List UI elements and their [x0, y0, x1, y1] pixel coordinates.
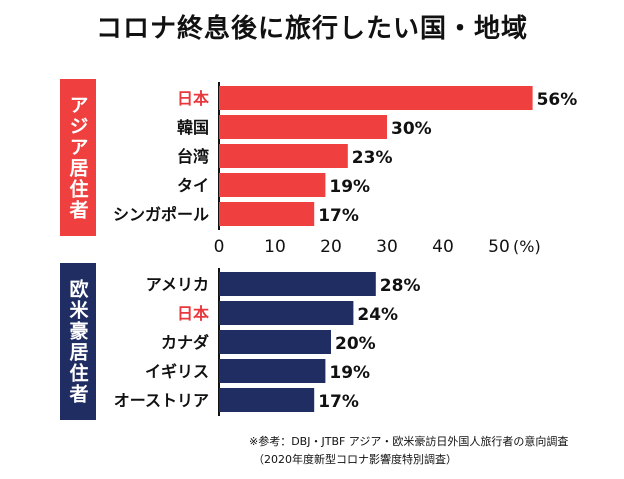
page-title: コロナ終息後に旅行したい国・地域 [95, 14, 528, 44]
source-note-detail: （2020年度新型コロナ影響度特別調査） [253, 453, 457, 466]
bar-asia-0 [219, 86, 533, 110]
value-label-asia-4: 17% [318, 206, 359, 226]
bar-asia-3 [219, 173, 326, 197]
value-label-west-1: 24% [357, 305, 398, 325]
category-label-west-3: イギリス [145, 362, 209, 381]
bar-asia-4 [219, 202, 315, 226]
value-label-west-4: 17% [318, 392, 359, 412]
category-label-asia-3: タイ [177, 176, 209, 195]
value-label-asia-3: 19% [329, 177, 370, 197]
value-label-west-0: 28% [380, 276, 421, 296]
x-tick-label-4: 40 [432, 237, 454, 257]
category-label-asia-4: シンガポール [113, 205, 209, 224]
bar-west-2 [219, 330, 331, 354]
x-tick-label-0: 0 [214, 237, 225, 257]
category-label-asia-1: 韓国 [177, 118, 209, 137]
category-label-west-2: カナダ [161, 333, 209, 352]
bar-west-3 [219, 359, 326, 383]
x-unit-label: (%) [513, 237, 541, 256]
value-label-west-2: 20% [335, 334, 376, 354]
value-label-asia-2: 23% [352, 148, 393, 168]
bar-asia-2 [219, 144, 348, 168]
value-label-asia-1: 30% [391, 119, 432, 139]
group-label-asia: アジア居住者 [60, 79, 96, 236]
category-label-west-1: 日本 [177, 304, 209, 323]
x-tick-label-5: 50 [488, 237, 510, 257]
bar-asia-1 [219, 115, 387, 139]
bar-west-4 [219, 388, 315, 412]
category-label-asia-0: 日本 [177, 89, 209, 108]
source-note: ※参考：DBJ・JTBF アジア・欧米豪訪日外国人旅行者の意向調査 [249, 435, 569, 448]
bar-west-0 [219, 272, 376, 296]
group-label-west: 欧米豪居住者 [60, 263, 96, 420]
x-tick-label-1: 10 [264, 237, 286, 257]
x-tick-label-2: 20 [320, 237, 342, 257]
category-label-west-0: アメリカ [146, 275, 209, 294]
value-label-asia-0: 56% [537, 90, 578, 110]
category-label-asia-2: 台湾 [177, 147, 209, 166]
value-label-west-3: 19% [329, 363, 370, 383]
x-tick-label-3: 30 [376, 237, 398, 257]
category-label-west-4: オーストリア [114, 391, 209, 410]
bar-west-1 [219, 301, 354, 325]
